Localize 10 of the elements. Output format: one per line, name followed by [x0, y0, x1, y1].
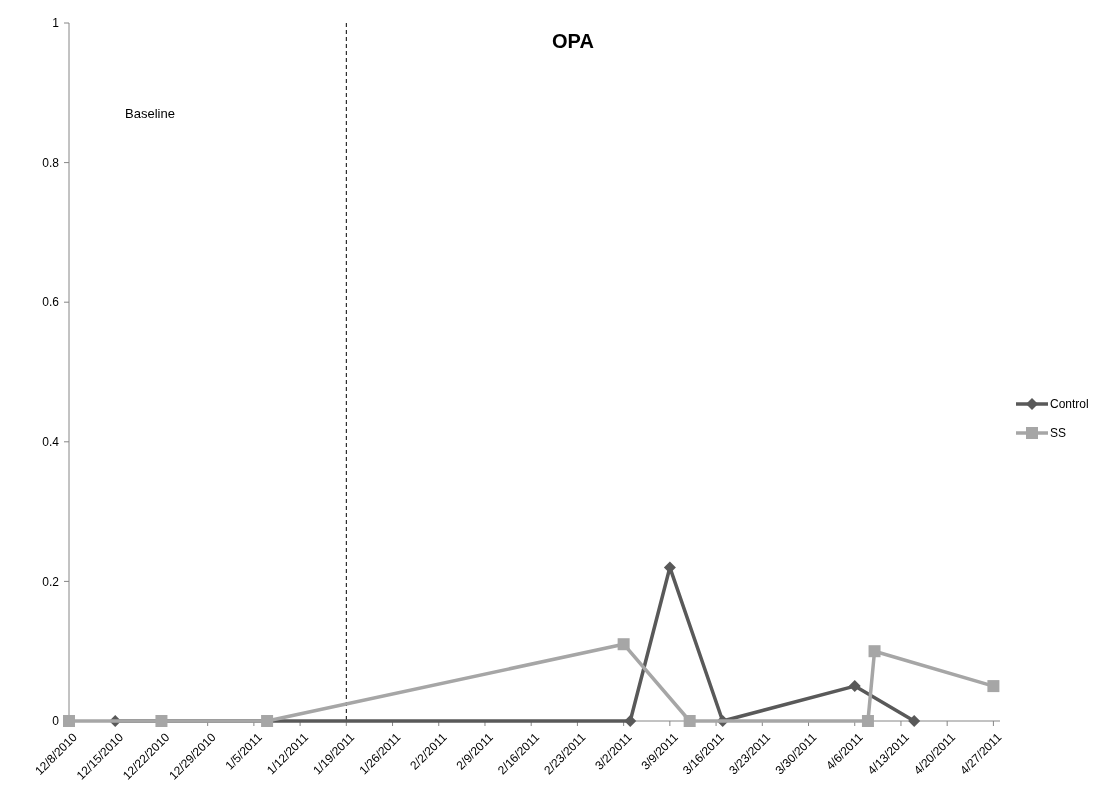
y-tick-label: 0.6 — [42, 295, 60, 310]
y-tick-label: 0 — [52, 714, 60, 729]
y-tick-label: 0.4 — [42, 435, 60, 449]
legend-label: Control — [1050, 397, 1089, 412]
chart-title: OPA — [552, 30, 594, 52]
y-tick-label: 0.2 — [42, 574, 60, 589]
legend-label: SS — [1050, 426, 1067, 441]
y-tick-label: 1 — [52, 16, 60, 31]
y-tick-label: 0.8 — [42, 155, 60, 170]
annotation: Baseline — [125, 106, 175, 121]
